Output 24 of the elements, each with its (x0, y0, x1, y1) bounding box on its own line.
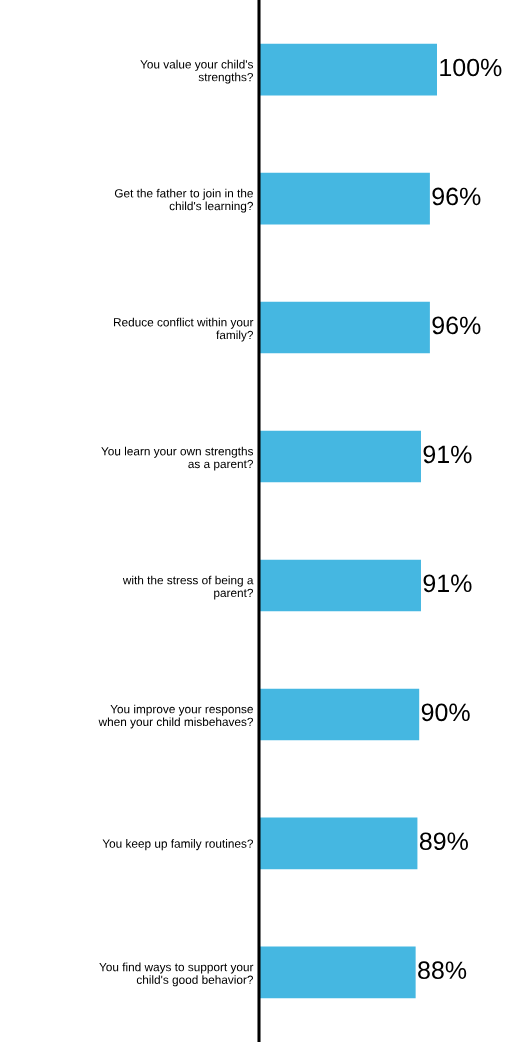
bar (259, 172, 430, 225)
y-tick-label: You improve your response when your child misbehaves? (98, 704, 254, 729)
data-label: 89% (419, 832, 468, 851)
data-label: 91% (423, 445, 472, 464)
bar (259, 559, 421, 612)
bar (259, 301, 430, 354)
data-label: 91% (423, 574, 472, 593)
bar (259, 43, 437, 96)
data-label: 88% (418, 961, 467, 980)
data-label: 96% (432, 316, 481, 335)
y-tick-label: Get the father to join in the child's learning? (114, 188, 254, 213)
data-label: 100% (440, 58, 502, 77)
bar (259, 430, 421, 483)
bar (259, 946, 416, 999)
y-tick-label: Reduce conflict within your family? (114, 317, 254, 342)
bar (259, 817, 418, 870)
y-tick-label: You value your child's strengths? (140, 59, 254, 84)
y-tick-label: You learn your own strengths as a parent? (101, 446, 254, 471)
y-tick-label: with the stress of being a parent? (122, 575, 254, 600)
y-tick-label: You keep up family routines? (102, 839, 254, 851)
bar (259, 688, 420, 741)
y-tick-label: You find ways to support your child's good behavior? (99, 962, 254, 987)
data-label: 96% (432, 187, 481, 206)
data-label: 90% (421, 703, 470, 722)
